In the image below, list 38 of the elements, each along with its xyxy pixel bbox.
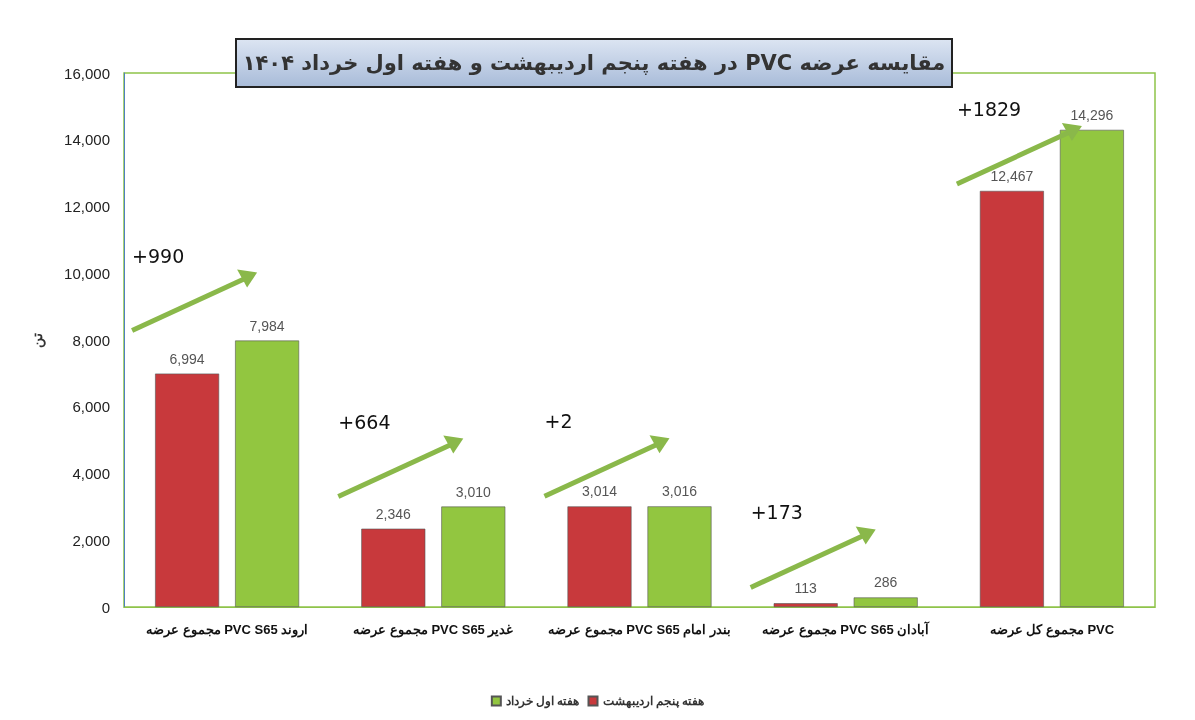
data-label: 3,010 — [455, 483, 492, 500]
x-tick-label: مجموع کل عرضه PVC — [989, 622, 1115, 638]
y-tick-label: 8,000 — [72, 331, 110, 349]
y-tick-label: 0 — [101, 598, 110, 616]
annotation: +1829 — [956, 98, 1022, 120]
data-label: 2,346 — [375, 505, 412, 522]
data-label: 113 — [794, 580, 818, 597]
chart-title: مقایسه عرضه PVC در هفته پنجم اردیبهشت و هفته اول خرداد ۱۴۰۴ — [235, 38, 953, 88]
legend-label: هفته پنجم اردیبهشت — [602, 694, 705, 709]
data-label: 7,984 — [249, 317, 285, 334]
y-axis-title: تن — [29, 332, 46, 348]
data-label: 12,467 — [990, 167, 1034, 184]
y-tick-label: 6,000 — [72, 398, 110, 416]
bar — [773, 603, 838, 607]
y-tick-label: 14,000 — [64, 131, 110, 149]
bar — [361, 528, 426, 607]
data-label: 3,016 — [661, 483, 698, 500]
annotation: +173 — [750, 501, 803, 524]
y-tick-label: 4,000 — [72, 465, 110, 482]
annotation: +990 — [132, 244, 185, 267]
annotation: +2 — [544, 410, 573, 433]
y-tick-label: 2,000 — [72, 531, 110, 549]
data-label: 286 — [874, 574, 898, 591]
x-tick-label: مجموع عرضه PVC S65 بندر امام — [548, 622, 731, 638]
x-tick-label: مجموع عرضه PVC S65 غدیر — [353, 622, 514, 638]
data-label: 3,014 — [581, 483, 618, 500]
annotation: +664 — [338, 410, 391, 433]
bar — [979, 190, 1044, 607]
data-label: 6,994 — [169, 350, 205, 367]
bar — [155, 373, 220, 607]
y-tick-label: 16,000 — [64, 64, 110, 82]
x-tick-label: مجموع عرضه PVC S65 آبادان — [762, 621, 931, 638]
x-tick-label: مجموع عرضه PVC S65 اروند — [145, 622, 309, 638]
bar — [567, 506, 632, 607]
y-tick-label: 12,000 — [64, 198, 110, 215]
data-label: 14,296 — [1070, 106, 1114, 123]
legend-label: هفته اول خرداد — [505, 694, 580, 709]
y-tick-label: 10,000 — [64, 264, 110, 282]
